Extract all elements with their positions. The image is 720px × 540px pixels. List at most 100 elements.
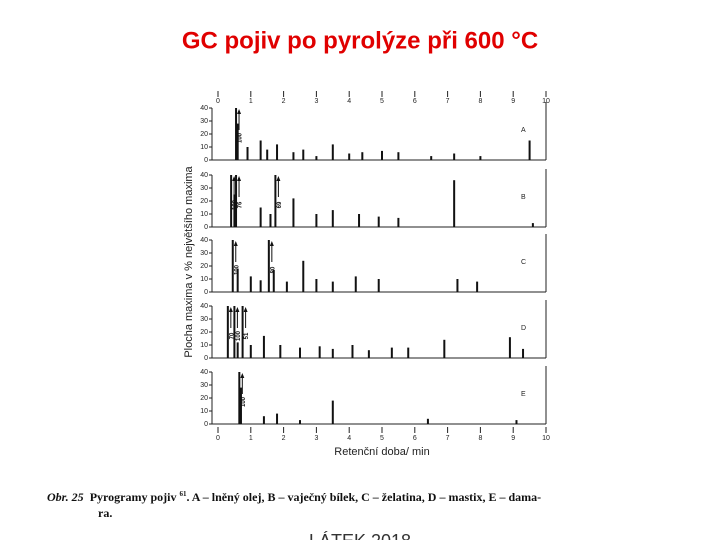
off-scale-label: 100 bbox=[234, 264, 240, 275]
peak bbox=[361, 152, 364, 160]
y-tick-label: 20 bbox=[200, 198, 208, 205]
peak bbox=[230, 175, 233, 227]
y-tick-label: 30 bbox=[200, 118, 208, 125]
peak bbox=[453, 180, 456, 227]
y-tick-label: 30 bbox=[200, 250, 208, 257]
off-scale-label: 70 bbox=[229, 332, 235, 339]
peaks bbox=[238, 372, 518, 424]
y-tick-label: 30 bbox=[200, 316, 208, 323]
peak bbox=[276, 413, 279, 424]
peak bbox=[259, 280, 262, 292]
panel-label: D bbox=[521, 325, 526, 332]
peak bbox=[279, 345, 282, 358]
peak bbox=[331, 281, 334, 292]
peak bbox=[390, 347, 393, 358]
peak bbox=[299, 420, 301, 424]
y-tick-label: 0 bbox=[204, 289, 208, 296]
peak bbox=[274, 175, 277, 227]
x-tick-label: 3 bbox=[314, 435, 318, 442]
peak bbox=[262, 335, 265, 358]
x-axis-label: Retenční doba/ min bbox=[334, 446, 429, 458]
peaks bbox=[230, 175, 534, 227]
y-tick-label: 0 bbox=[204, 355, 208, 362]
x-tick-label: 5 bbox=[380, 435, 384, 442]
x-tick-label: 6 bbox=[413, 435, 417, 442]
off-scale-label: 100 bbox=[233, 199, 239, 210]
caption-number: Obr. 25 bbox=[47, 490, 84, 504]
x-tick-label: 1 bbox=[249, 98, 253, 105]
x-tick-label: 3 bbox=[314, 98, 318, 105]
peak bbox=[266, 149, 269, 160]
arrow-head bbox=[232, 176, 237, 181]
peak bbox=[246, 147, 249, 160]
arrow-head bbox=[237, 109, 242, 114]
y-tick-label: 40 bbox=[200, 303, 208, 310]
peak bbox=[381, 150, 383, 160]
x-tick-label: 10 bbox=[542, 98, 550, 105]
peak bbox=[241, 306, 244, 358]
x-tick-label: 4 bbox=[347, 98, 351, 105]
arrow-head bbox=[233, 241, 238, 246]
panel-label: E bbox=[521, 391, 526, 398]
peak bbox=[236, 268, 239, 292]
x-tick-label: 10 bbox=[542, 435, 550, 442]
peak bbox=[292, 152, 295, 160]
peak bbox=[235, 175, 238, 227]
y-tick-label: 10 bbox=[200, 211, 208, 218]
peak bbox=[426, 418, 429, 424]
x-tick-label: 2 bbox=[282, 98, 286, 105]
off-scale-label: 51 bbox=[244, 332, 250, 339]
peak bbox=[249, 345, 252, 358]
peak bbox=[233, 306, 236, 358]
x-tick-label: 5 bbox=[380, 98, 384, 105]
off-scale-label: 100 bbox=[241, 396, 247, 407]
peak bbox=[302, 149, 305, 160]
y-tick-label: 10 bbox=[200, 144, 208, 151]
peak bbox=[299, 347, 301, 358]
x-tick-label: 1 bbox=[249, 435, 253, 442]
peak bbox=[430, 156, 433, 160]
peak bbox=[259, 140, 262, 160]
x-tick-label: 9 bbox=[511, 98, 515, 105]
off-scale-label: 100 bbox=[238, 132, 244, 143]
arrow-head bbox=[235, 307, 240, 312]
peak bbox=[508, 337, 511, 358]
peak bbox=[358, 214, 361, 227]
peak bbox=[239, 387, 242, 424]
arrow-head bbox=[237, 176, 242, 181]
peak bbox=[367, 350, 370, 358]
y-tick-label: 0 bbox=[204, 224, 208, 231]
peak bbox=[331, 348, 334, 358]
peak bbox=[531, 223, 534, 227]
slide-title: GC pojiv po pyrolýze při 600 °C bbox=[182, 27, 538, 54]
peak bbox=[331, 400, 334, 424]
caption-text: Pyrogramy pojiv bbox=[90, 490, 177, 504]
peak bbox=[226, 306, 229, 358]
peak bbox=[231, 240, 234, 292]
y-tick-label: 40 bbox=[200, 237, 208, 244]
peak bbox=[476, 281, 479, 292]
peak bbox=[331, 144, 334, 160]
peak bbox=[302, 260, 305, 292]
peak bbox=[236, 342, 239, 358]
caption-line2: ra. bbox=[98, 506, 112, 520]
y-tick-label: 0 bbox=[204, 421, 208, 428]
arrow-head bbox=[240, 373, 245, 378]
x-tick-label: 0 bbox=[216, 435, 220, 442]
peak bbox=[453, 153, 456, 160]
y-tick-label: 40 bbox=[200, 105, 208, 112]
off-scale-label: 76 bbox=[238, 201, 244, 208]
y-axis-label: Plocha maxima v % největšího maxima bbox=[183, 165, 195, 357]
y-tick-label: 10 bbox=[200, 342, 208, 349]
x-tick-label: 6 bbox=[413, 98, 417, 105]
y-tick-label: 0 bbox=[204, 157, 208, 164]
peak bbox=[515, 420, 518, 424]
peak bbox=[397, 152, 400, 160]
peak bbox=[443, 339, 446, 358]
peak bbox=[479, 156, 482, 160]
peak bbox=[377, 279, 380, 292]
peak bbox=[315, 214, 318, 227]
x-tick-label: 8 bbox=[478, 435, 482, 442]
peak bbox=[528, 140, 531, 160]
